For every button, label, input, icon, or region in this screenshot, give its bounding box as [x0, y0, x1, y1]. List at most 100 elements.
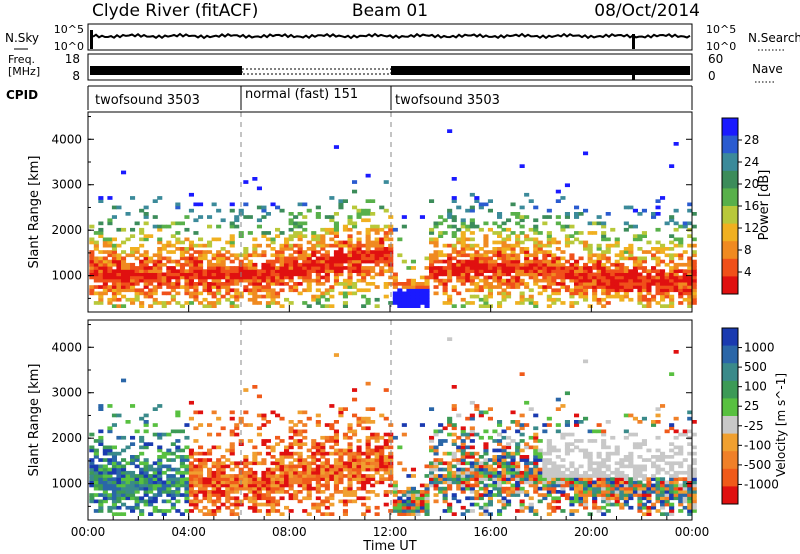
velocity-cell-96	[111, 470, 117, 475]
power-cell-334	[179, 262, 185, 267]
velocity-cell-2082	[673, 490, 679, 494]
velocity-cell-1691	[560, 483, 566, 488]
power-cell-774	[302, 269, 308, 273]
velocity-cell-1828	[601, 512, 607, 516]
power-cell-1245	[442, 218, 448, 223]
power-cell-994	[356, 215, 362, 219]
power-cell-6	[89, 266, 95, 270]
power-cell-1517	[515, 282, 521, 286]
velocity-cell-2044	[660, 451, 666, 456]
power-cell-1828	[601, 304, 607, 308]
power-cell-922	[338, 202, 344, 207]
velocity-cell-1294	[456, 445, 462, 450]
velocity-cell-2018	[655, 480, 661, 485]
power-cell-1726	[569, 262, 575, 267]
power-cell-1933	[628, 250, 634, 254]
power-cell-35	[98, 278, 104, 283]
power-cell-676	[275, 266, 281, 270]
velocity-cell-1465	[501, 490, 507, 494]
power-cell-227	[148, 278, 154, 283]
power-cell-1297	[460, 304, 466, 308]
power-cell-1091	[383, 231, 389, 235]
velocity-cell-913	[338, 470, 344, 475]
power-cell-803	[311, 294, 317, 299]
power-cell-1562	[524, 253, 530, 258]
velocity-cell-1520	[515, 480, 521, 485]
power-cell-1835	[601, 275, 607, 280]
power-cell-1546	[519, 240, 525, 245]
velocity-cell-1028	[365, 442, 371, 446]
power-cell-1567	[524, 215, 530, 219]
velocity-cell-2045	[660, 404, 666, 408]
power-cell-1465	[501, 282, 507, 286]
power-cell-424	[202, 243, 208, 248]
power-cell-952	[347, 250, 353, 254]
power-cell-95	[111, 269, 117, 273]
velocity-cell-1556	[524, 480, 530, 485]
power-cell-544	[238, 269, 244, 273]
power-cell-1290	[456, 259, 462, 264]
velocity-cell-1134	[401, 502, 407, 507]
velocity-cell-1117	[392, 490, 398, 494]
velocity-cell-100	[111, 458, 117, 462]
velocity-colorbar-label-5: -100	[744, 438, 771, 452]
velocity-cell-2162	[691, 458, 697, 462]
velocity-cell-783	[302, 429, 308, 434]
power-cell-1957	[637, 285, 643, 289]
velocity-cell-774	[302, 477, 308, 481]
power-cell-258	[157, 266, 163, 270]
velocity-cell-1351	[469, 429, 475, 434]
power-cell-1229	[438, 231, 444, 235]
power-cell-733	[288, 212, 294, 216]
power-cell-2128	[687, 294, 693, 299]
power-cell-2121	[682, 262, 688, 267]
velocity-cell-1901	[619, 477, 625, 481]
power-cell-1353	[469, 208, 475, 213]
power-cell-1210	[433, 266, 439, 270]
power-cell-535	[234, 253, 240, 258]
velocity-cell-581	[247, 423, 253, 427]
velocity-cell-1510	[510, 455, 516, 459]
velocity-cell-1848	[605, 509, 611, 513]
power-cell-1403	[483, 250, 489, 254]
power-cell-1086	[383, 253, 389, 258]
velocity-cell-1336	[469, 496, 475, 501]
velocity-cell-486	[220, 464, 226, 469]
velocity-cell-332	[179, 477, 185, 481]
power-cell-1021	[365, 256, 371, 261]
velocity-cell-2071	[669, 467, 675, 472]
power-cell-1852	[605, 285, 611, 289]
velocity-cell-984	[356, 470, 362, 475]
velocity-cell-1356	[474, 502, 480, 507]
power-cell-741	[293, 259, 299, 264]
velocity-cell-2057	[664, 455, 670, 459]
velocity-cell-1554	[524, 493, 530, 497]
power-cell-1886	[614, 266, 620, 270]
power-colorbar-swatch-7	[722, 241, 738, 260]
velocity-cell-469	[216, 470, 222, 475]
velocity-cell-680	[275, 458, 281, 462]
velocity-cell-165	[130, 461, 136, 466]
velocity-cell-655	[270, 490, 276, 494]
velocity-cell-250	[152, 407, 158, 411]
velocity-cell-1222	[438, 480, 444, 485]
power-cell-713	[284, 237, 290, 242]
power-cell-1650	[546, 234, 552, 238]
power-cell-852	[320, 234, 326, 238]
velocity-cell-181	[134, 464, 140, 469]
power-cell-1645	[546, 253, 552, 258]
power-cell-608	[256, 272, 262, 277]
power-cell-7	[89, 262, 95, 267]
velocity-cell-381	[193, 493, 199, 497]
power-cell-843	[320, 266, 326, 270]
velocity-cell-1821	[596, 467, 602, 472]
velocity-cell-2038	[660, 483, 666, 488]
power-cell-553	[243, 288, 249, 293]
velocity-cell-1051	[374, 505, 380, 510]
velocity-cell-408	[198, 451, 204, 456]
power-cell-58	[102, 266, 108, 270]
velocity-cell-1764	[583, 502, 589, 507]
power-cell-2018	[655, 272, 661, 277]
power-cell-1635	[546, 294, 552, 299]
velocity-cell-761	[297, 451, 303, 456]
